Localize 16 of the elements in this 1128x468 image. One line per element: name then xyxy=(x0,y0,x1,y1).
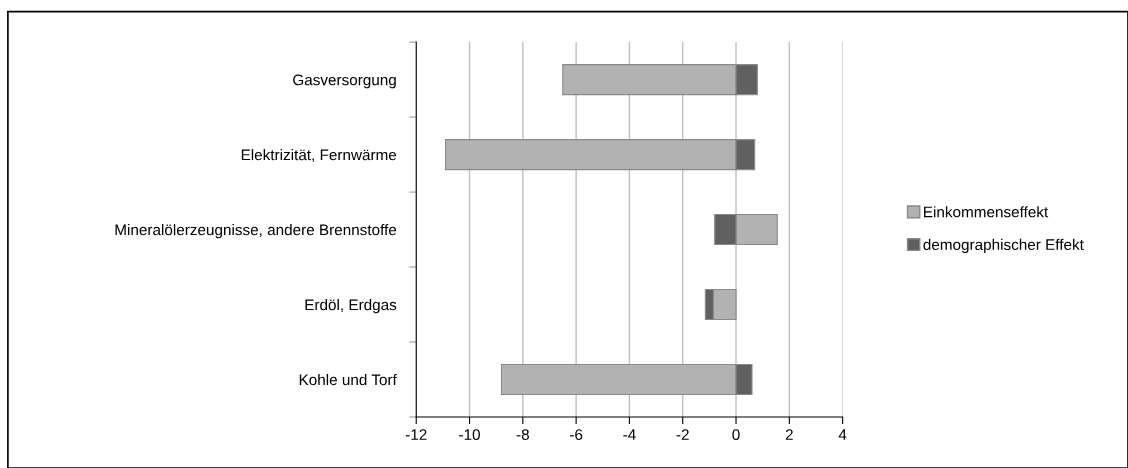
y-tick-label: Mineralölerzeugnisse, andere Brennstoffe xyxy=(115,224,397,239)
x-tick-label: -4 xyxy=(623,429,636,440)
legend-label: demographischer Effekt xyxy=(923,238,1084,254)
x-tick-label: 4 xyxy=(838,429,847,440)
x-tick-label: -12 xyxy=(405,429,427,440)
x-tick-label: 2 xyxy=(785,429,793,440)
y-tick-label: Kohle und Torf xyxy=(299,373,397,386)
y-tick-label: Elektrizität, Fernwärme xyxy=(241,149,397,163)
x-tick-label: -10 xyxy=(459,429,480,441)
legend-label: Einkommenseffekt xyxy=(924,206,1049,218)
x-tick-label: 0 xyxy=(732,429,740,441)
x-tick-label: -2 xyxy=(676,429,689,440)
y-tick-label: Erdöl, Erdgas xyxy=(305,298,397,314)
x-tick-label: -8 xyxy=(516,429,529,441)
x-tick-label: -6 xyxy=(570,429,583,441)
y-tick-label: Gasversorgung xyxy=(293,74,396,89)
